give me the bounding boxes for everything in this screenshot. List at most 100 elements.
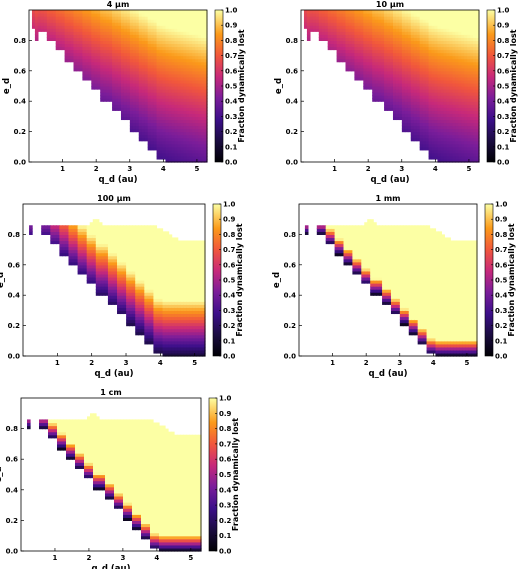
heat-cell bbox=[425, 67, 430, 72]
heat-cell bbox=[177, 52, 181, 57]
heat-cell bbox=[189, 55, 193, 60]
heat-cell bbox=[141, 101, 146, 105]
heat-cell bbox=[150, 304, 155, 308]
heat-cell bbox=[129, 261, 133, 266]
heat-cell bbox=[82, 16, 86, 20]
heat-cell bbox=[446, 22, 450, 26]
heat-cell bbox=[117, 310, 121, 315]
heat-cell bbox=[428, 73, 433, 78]
heat-cell bbox=[68, 258, 73, 263]
heat-cell bbox=[422, 52, 427, 57]
heat-cell bbox=[49, 25, 54, 29]
heat-cell bbox=[369, 52, 373, 57]
heat-cell bbox=[114, 276, 118, 281]
heat-cell bbox=[138, 70, 143, 75]
heat-cell bbox=[97, 19, 101, 23]
heat-cell bbox=[138, 246, 142, 251]
heat-cell bbox=[464, 52, 468, 57]
heat-cell bbox=[363, 58, 367, 63]
heat-cell bbox=[165, 40, 170, 45]
heat-cell bbox=[112, 89, 116, 93]
heat-cell bbox=[162, 258, 167, 263]
heat-cell bbox=[431, 67, 436, 72]
heat-cell bbox=[345, 55, 350, 60]
heat-cell bbox=[189, 95, 193, 99]
heat-cell bbox=[410, 101, 415, 105]
heat-cell bbox=[464, 98, 468, 102]
heat-cell bbox=[360, 34, 364, 38]
heat-cell bbox=[431, 110, 436, 114]
heat-cell bbox=[110, 261, 115, 266]
heat-cell bbox=[150, 240, 155, 245]
heat-cell bbox=[363, 70, 367, 75]
heat-cell bbox=[153, 128, 158, 133]
heat-cell bbox=[440, 10, 444, 14]
heat-cell bbox=[159, 322, 164, 327]
heat-cell bbox=[94, 22, 98, 26]
heat-cell bbox=[201, 76, 205, 81]
heat-cell bbox=[126, 61, 131, 66]
heat-cell bbox=[144, 31, 149, 35]
heat-cell bbox=[141, 58, 146, 63]
heat-cell bbox=[120, 25, 125, 29]
heat-cell bbox=[82, 64, 86, 69]
heat-cell bbox=[369, 10, 373, 14]
heat-cell bbox=[318, 19, 323, 23]
heat-cell bbox=[123, 104, 128, 108]
heat-cell bbox=[422, 43, 427, 48]
heat-cell bbox=[162, 64, 167, 69]
heat-cell bbox=[204, 131, 208, 136]
heat-cell bbox=[416, 55, 421, 60]
heat-cell bbox=[413, 116, 418, 121]
heat-cell bbox=[162, 89, 167, 93]
heat-cell bbox=[189, 146, 193, 151]
colorbar-tick-label: 0.4 bbox=[225, 98, 238, 106]
heat-cell bbox=[372, 10, 376, 14]
heat-cell bbox=[106, 98, 110, 102]
colorbar-label: Fraction dynamically lost bbox=[509, 29, 518, 142]
heat-cell bbox=[147, 70, 152, 75]
heat-cell bbox=[470, 10, 474, 14]
heat-cell bbox=[425, 128, 430, 133]
heat-cell bbox=[129, 92, 134, 96]
heat-cell bbox=[132, 37, 137, 41]
heat-cell bbox=[123, 304, 127, 308]
heat-cell bbox=[118, 95, 122, 99]
heat-cell bbox=[419, 34, 424, 38]
heat-cell bbox=[195, 149, 199, 154]
heat-cell bbox=[437, 86, 442, 90]
heat-cell bbox=[467, 49, 471, 54]
heat-cell bbox=[138, 101, 143, 105]
heat-cell bbox=[83, 249, 88, 254]
heat-cell bbox=[144, 67, 149, 72]
heat-cell bbox=[156, 334, 161, 339]
heat-cell bbox=[425, 122, 430, 127]
heat-cell bbox=[416, 64, 421, 69]
heat-cell bbox=[132, 25, 137, 29]
heat-cell bbox=[419, 146, 424, 151]
heat-cell bbox=[428, 140, 433, 145]
heat-cell bbox=[378, 13, 382, 17]
heat-cell bbox=[162, 264, 167, 269]
heat-cell bbox=[372, 86, 376, 90]
heat-cell bbox=[354, 16, 358, 20]
heat-cell bbox=[192, 43, 196, 48]
heat-cell bbox=[458, 55, 462, 60]
heat-cell bbox=[198, 98, 202, 102]
heat-cell bbox=[165, 276, 170, 281]
heat-cell bbox=[401, 10, 406, 14]
heat-cell bbox=[348, 61, 353, 66]
heat-cell bbox=[372, 34, 376, 38]
heat-cell bbox=[40, 10, 45, 14]
heat-cell bbox=[110, 292, 115, 296]
heat-cell bbox=[153, 228, 158, 232]
heat-cell bbox=[470, 58, 474, 63]
heat-cell bbox=[204, 89, 208, 93]
heat-cell bbox=[384, 79, 388, 84]
heat-cell bbox=[171, 113, 175, 117]
heat-cell bbox=[135, 110, 140, 114]
heat-cell bbox=[92, 234, 97, 239]
heat-cell bbox=[434, 101, 439, 105]
heat-cell bbox=[449, 46, 453, 51]
heat-cell bbox=[192, 152, 196, 157]
